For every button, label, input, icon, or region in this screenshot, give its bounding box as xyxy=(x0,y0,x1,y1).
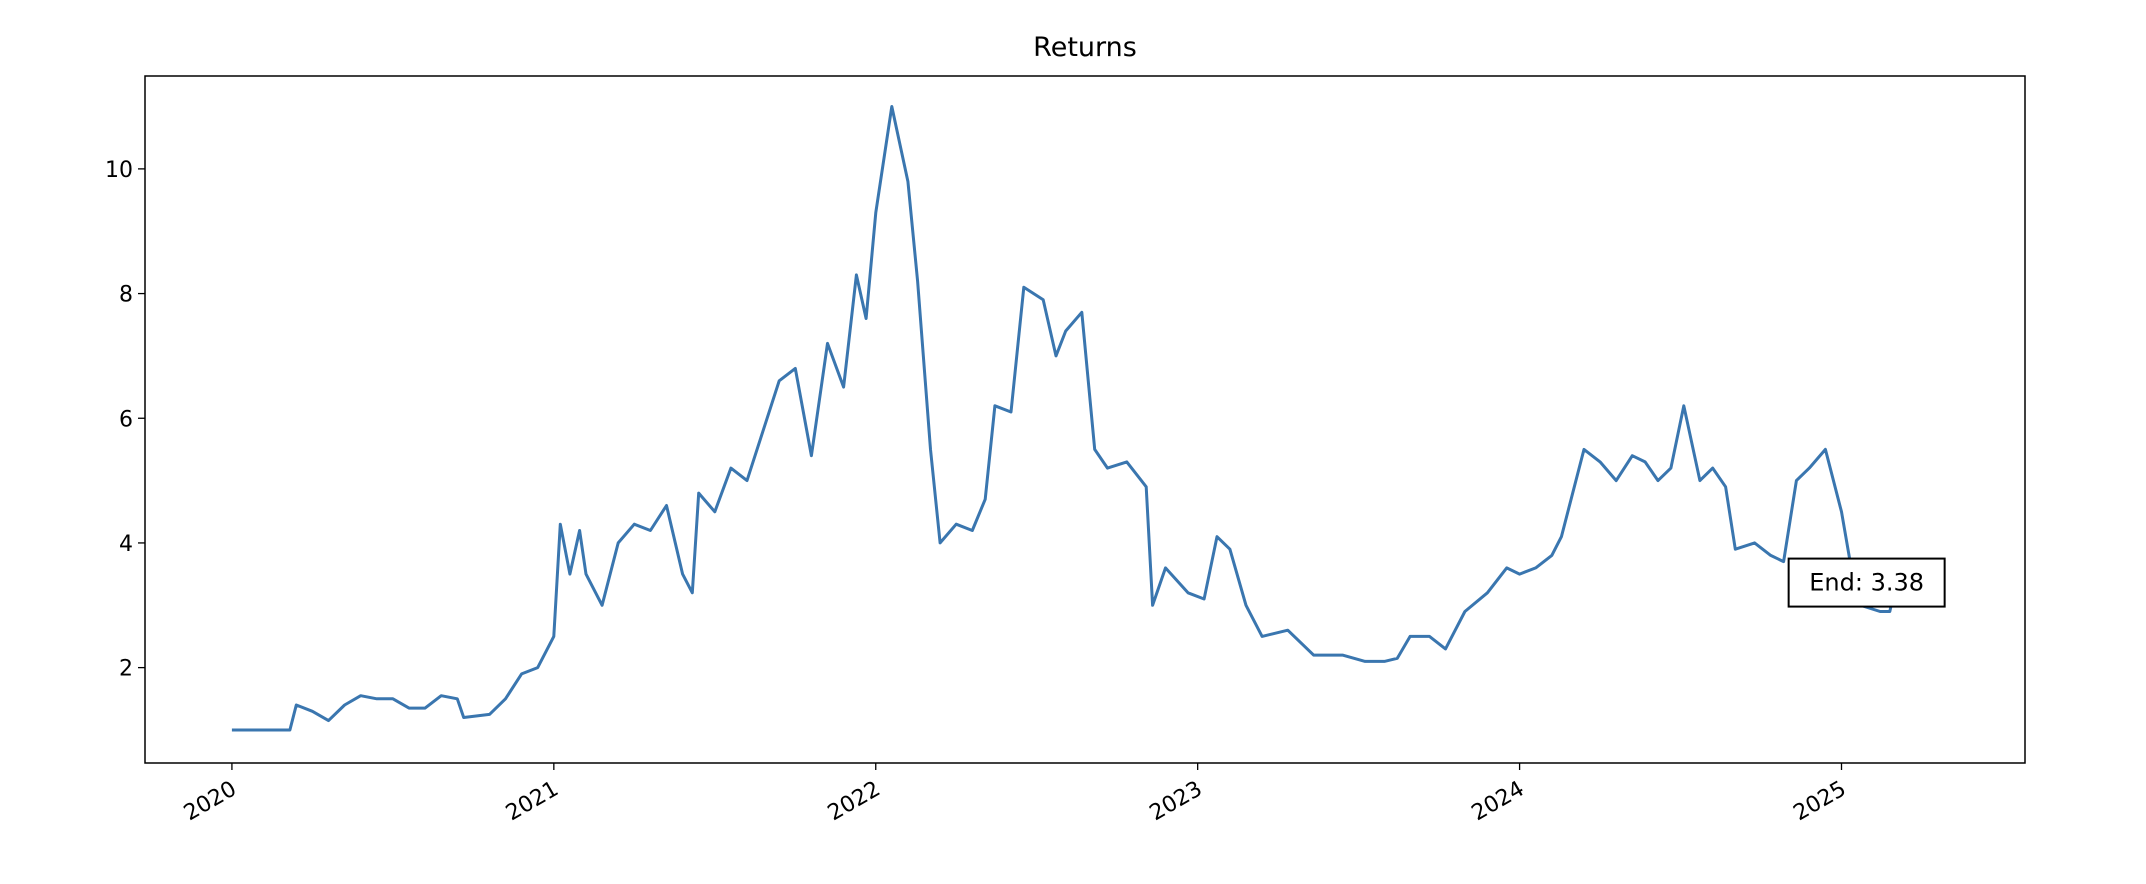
chart-title: Returns xyxy=(1033,32,1137,63)
plot-frame xyxy=(144,75,2026,764)
y-tick-label: 8 xyxy=(119,283,133,308)
annotation: End: 3.38 xyxy=(1809,569,1924,597)
y-tick-label: 2 xyxy=(119,657,133,682)
line-series xyxy=(231,105,1932,732)
y-tick-label: 10 xyxy=(105,158,133,183)
y-tick-label: 4 xyxy=(119,532,133,557)
y-tick-label: 6 xyxy=(119,407,133,432)
annotation-box xyxy=(1787,557,1946,608)
